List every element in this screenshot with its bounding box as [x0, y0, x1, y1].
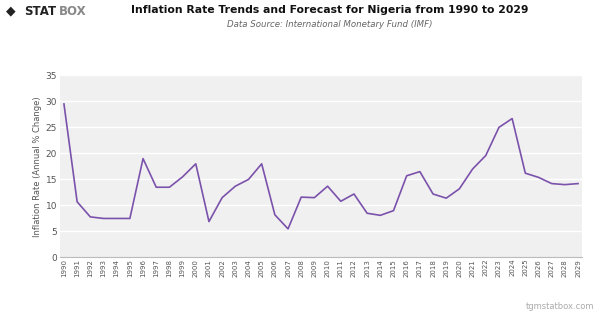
Text: BOX: BOX	[59, 5, 86, 18]
Text: ◆: ◆	[6, 5, 16, 18]
Text: STAT: STAT	[24, 5, 56, 18]
Y-axis label: Inflation Rate (Annual % Change): Inflation Rate (Annual % Change)	[32, 96, 41, 237]
Text: tgmstatbox.com: tgmstatbox.com	[526, 302, 594, 311]
Text: Inflation Rate Trends and Forecast for Nigeria from 1990 to 2029: Inflation Rate Trends and Forecast for N…	[131, 5, 529, 15]
Text: Data Source: International Monetary Fund (IMF): Data Source: International Monetary Fund…	[227, 20, 433, 30]
